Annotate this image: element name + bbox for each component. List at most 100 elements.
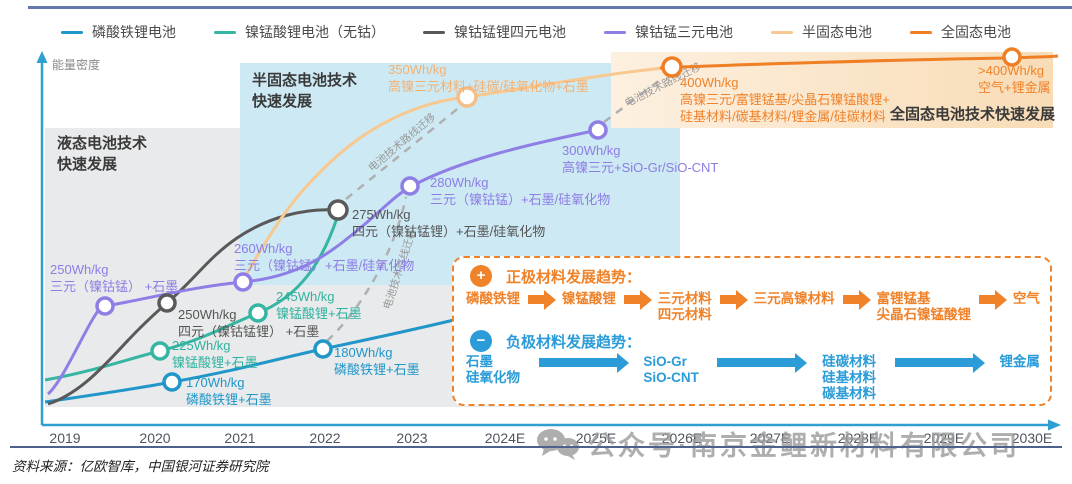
x-tick-2022: 2022	[309, 430, 341, 446]
legend-label: 镍钴锰三元电池	[635, 24, 733, 40]
cathode-step: 富锂锰基 尖晶石镍锰酸锂	[877, 291, 972, 323]
footer-divider	[10, 446, 1062, 448]
step-line: 硅氧化物	[466, 370, 520, 385]
annotation-value: 250Wh/kg	[50, 262, 109, 277]
annotation-quaternary-275: 275Wh/kg 四元（镍钴锰锂）+石墨/硅氧化物	[352, 206, 545, 240]
minus-icon: −	[470, 330, 492, 352]
annotation-lnmo-225: 225Wh/kg 镍锰酸锂+石墨	[172, 337, 258, 371]
line-swatch-icon	[214, 30, 236, 34]
line-semi-solid	[241, 66, 666, 282]
marker-lfp-170	[162, 372, 182, 392]
step-line: SiO-Gr	[643, 354, 687, 369]
annotation-materials: 四元（镍钴锰锂）+石墨/硅氧化物	[352, 224, 546, 239]
marker-ternary-260	[233, 272, 253, 292]
legend-item-quaternary: 镍钴锰锂四元电池	[423, 22, 566, 42]
annotation-materials: 磷酸铁锂+石墨	[334, 362, 420, 377]
annotation-materials: 三元（镍钴锰）+石墨/硅氧化物	[234, 258, 415, 273]
line-lfp	[44, 317, 459, 404]
region-label-line: 快速发展	[252, 93, 313, 110]
annotation-lfp-180: 180Wh/kg 磷酸铁锂+石墨	[334, 344, 420, 378]
annotation-allsolid-400plus: >400Wh/kg 空气+锂金属	[978, 62, 1051, 96]
step-line: 尖晶石镍锰酸锂	[876, 307, 972, 322]
marker-ternary-250	[95, 296, 115, 316]
source-note: 资料来源：亿欧智库，中国银河证券研究院	[12, 459, 269, 474]
cathode-trend-row: 磷酸铁锂 镍锰酸锂 三元材料 四元材料 三元高镍材料 富锂锰基 尖晶石镍锰酸锂 空气	[466, 291, 1040, 323]
cathode-step: 空气	[1013, 291, 1040, 307]
annotation-materials: 磷酸铁锂+石墨	[186, 392, 272, 407]
annotation-semisolid-350: 350Wh/kg 高镍三元材料+硅碳/硅氧化物+石墨	[388, 61, 589, 95]
line-swatch-icon	[771, 30, 793, 34]
y-axis-label: 能量密度	[52, 58, 101, 72]
line-swatch-icon	[910, 30, 932, 34]
step-line: 三元材料	[657, 291, 712, 306]
watermark-text: 公众号·南京金鲤新材料有限公司	[588, 431, 1020, 461]
annotation-value: 260Wh/kg	[234, 241, 293, 256]
legend-item-lfp: 磷酸铁锂电池	[61, 22, 176, 42]
cathode-trend-title: + 正极材料发展趋势：	[470, 265, 641, 287]
arrow-right-icon	[978, 295, 995, 304]
marker-semisolid-350	[456, 86, 478, 108]
anode-step: 硅碳材料 硅基材料 碳基材料	[822, 354, 876, 402]
region-label-semi-solid: 半固态电池技术 快速发展	[252, 70, 357, 112]
arrow-right-icon	[842, 295, 859, 304]
annotation-quaternary-250: 250Wh/kg 四元（镍钴锰锂） +石墨	[178, 306, 319, 340]
step-line: 碳基材料	[822, 386, 877, 401]
cathode-trend-title-text: 正极材料发展趋势：	[506, 268, 642, 286]
arrow-right-icon	[527, 295, 544, 304]
top-divider	[28, 6, 1072, 9]
material-trend-box: + 正极材料发展趋势： 磷酸铁锂 镍锰酸锂 三元材料 四元材料 三元高镍材料 富锂…	[452, 256, 1052, 406]
migration-label: 电池技术路线迁移	[366, 110, 439, 174]
x-tick-2026e: 2026E	[661, 430, 703, 446]
annotation-materials: 镍锰酸锂+石墨	[276, 306, 362, 321]
step-line: 三元高镍材料	[753, 291, 835, 306]
line-swatch-icon	[423, 30, 445, 34]
annotation-materials: 高镍三元/富锂锰基/尖晶石镍锰酸锂+	[680, 92, 890, 107]
x-tick-2029e: 2029E	[923, 430, 965, 446]
step-line: 硅碳材料	[822, 354, 877, 369]
legend-label: 磷酸铁锂电池	[92, 24, 176, 40]
x-tick-2030e: 2030E	[1011, 430, 1053, 446]
legend: 磷酸铁锂电池 镍锰酸锂电池（无钴） 镍钴锰锂四元电池 镍钴锰三元电池 半固态电池…	[0, 22, 1072, 42]
annotation-value: 180Wh/kg	[334, 345, 393, 360]
annotation-value: 170Wh/kg	[186, 375, 245, 390]
anode-trend-title: − 负极材料发展趋势：	[470, 330, 641, 352]
legend-item-lnmo: 镍锰酸锂电池（无钴）	[214, 22, 385, 42]
region-label-all-solid: 全固态电池技术快速发展	[890, 104, 1055, 125]
x-tick-2020: 2020	[139, 430, 171, 446]
wechat-bubbles-icon	[537, 428, 579, 460]
legend-label: 镍钴锰锂四元电池	[454, 24, 566, 40]
arrow-right-icon	[894, 358, 973, 367]
x-axis-arrow-icon	[1048, 419, 1061, 431]
marker-ternary-280	[400, 176, 420, 196]
arrow-right-icon	[538, 358, 617, 367]
region-label-line: 液态电池技术	[57, 135, 148, 152]
marker-lfp-180	[313, 339, 333, 359]
arrow-right-icon	[719, 295, 736, 304]
marker-quaternary-250	[157, 293, 177, 313]
x-tick-2024e: 2024E	[484, 430, 526, 446]
annotation-materials: 四元（镍钴锰锂） +石墨	[178, 324, 320, 339]
marker-lnmo-245	[248, 303, 268, 323]
legend-label: 半固态电池	[802, 24, 872, 40]
annotation-materials: 高镍三元+SiO-Gr/SiO-CNT	[562, 160, 719, 175]
marker-lnmo-225	[150, 341, 170, 361]
annotation-materials: 空气+锂金属	[978, 80, 1051, 95]
step-line: 空气	[1012, 291, 1040, 306]
x-tick-2025e: 2025E	[575, 430, 617, 446]
legend-item-all-solid: 全固态电池	[910, 22, 1011, 42]
region-all-solid-battery	[611, 52, 1053, 128]
arrow-right-icon	[717, 358, 796, 367]
annotation-materials: 高镍三元材料+硅碳/硅氧化物+石墨	[388, 79, 589, 94]
arrow-right-icon	[623, 295, 640, 304]
annotation-lfp-170: 170Wh/kg 磷酸铁锂+石墨	[186, 374, 272, 408]
region-label-line: 快速发展	[57, 156, 118, 173]
cathode-step: 三元高镍材料	[754, 291, 835, 307]
anode-step: 石墨 硅氧化物	[466, 354, 520, 386]
step-line: 磷酸铁锂	[466, 291, 520, 306]
legend-item-ternary: 镍钴锰三元电池	[604, 22, 733, 42]
marker-quaternary-275	[327, 199, 349, 221]
annotation-materials: 硅基材料/碳基材料/锂金属/硅碳材料	[680, 109, 886, 124]
annotation-value: 280Wh/kg	[430, 175, 489, 190]
anode-step: 锂金属	[999, 354, 1040, 370]
annotation-ternary-250: 250Wh/kg 三元（镍钴锰） +石墨	[50, 261, 178, 295]
